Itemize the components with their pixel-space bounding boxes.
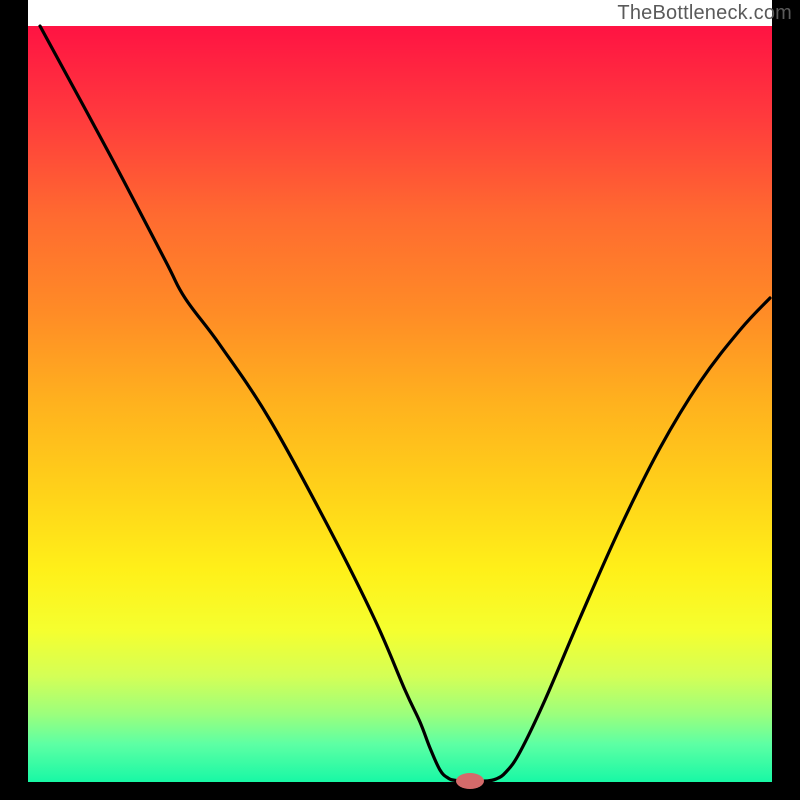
watermark-text: TheBottleneck.com	[617, 2, 792, 25]
chart-stage: TheBottleneck.com	[0, 0, 800, 800]
gradient-curve-plot	[0, 0, 800, 800]
